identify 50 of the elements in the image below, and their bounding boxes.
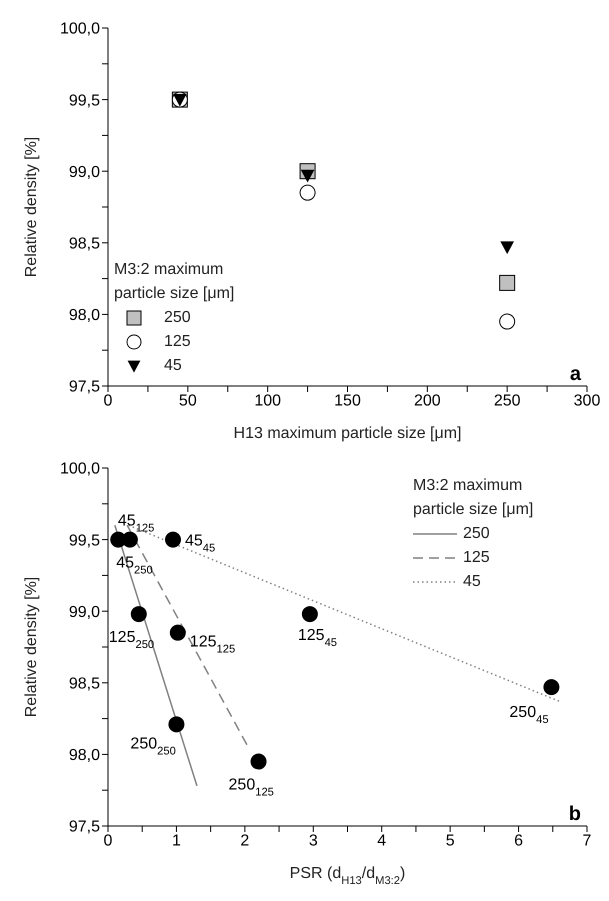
x-tick-label: 3: [308, 832, 318, 850]
annotation: 250$_{45}$: [509, 704, 549, 726]
annotation: 45$_{250}$: [116, 554, 153, 577]
x-tick-label: 2: [240, 832, 250, 850]
x-tick-label: 5: [446, 832, 455, 850]
annotation: 125$_{125}$: [190, 634, 236, 656]
legend-label: 45: [164, 356, 182, 376]
y-tick-label: 98,0: [68, 747, 100, 764]
y-tick-label: 97,5: [68, 378, 100, 396]
x-tick-label: 100: [254, 392, 282, 410]
x-tick-label: 6: [514, 832, 524, 850]
y-tick-label: 98,5: [68, 675, 100, 692]
x-tick-label: 0: [104, 392, 113, 410]
annotation: b: [568, 803, 581, 825]
x-tick-label: 200: [414, 392, 441, 410]
x-tick-label: 50: [178, 392, 197, 410]
annotation: a: [570, 363, 582, 385]
x-tick-label: 7: [582, 832, 592, 850]
y-tick-label: 97,5: [68, 818, 100, 836]
y-tick-label: 99,5: [68, 532, 100, 550]
y-axis-title: Relative density [%]: [23, 576, 40, 718]
x-tick-label: 1: [172, 832, 181, 850]
y-axis-title: Relative density [%]: [23, 136, 40, 278]
legend-label: 250: [463, 524, 490, 544]
x-tick-label: 250: [494, 392, 521, 410]
annotation: 45$_{125}$: [118, 512, 154, 535]
annotation: 45$_{45}$: [185, 532, 216, 555]
legend-label: 250: [164, 308, 191, 328]
x-tick-label: 300: [574, 392, 600, 410]
x-axis-title: H13 maximum particle size [μm]: [234, 425, 462, 442]
y-tick-label: 99,5: [68, 92, 100, 110]
y-tick-label: 100,0: [60, 20, 100, 38]
annotation: 250$_{125}$: [228, 776, 274, 799]
legend-title: M3:2 maximum particle size [μm]: [413, 476, 534, 520]
y-tick-label: 99,0: [68, 604, 100, 621]
annotation: 125$_{45}$: [298, 627, 338, 650]
annotation: 250$_{250}$: [130, 735, 176, 758]
legend-title: M3:2 maximum particle size [μm]: [114, 260, 236, 304]
legend-label: 125: [463, 548, 490, 568]
annotation: 125$_{250}$: [108, 629, 154, 652]
y-tick-label: 100,0: [60, 460, 100, 478]
legend-label: 125: [164, 332, 191, 352]
x-tick-label: 4: [377, 832, 386, 850]
y-tick-label: 99,0: [68, 164, 100, 181]
y-tick-label: 98,0: [68, 307, 100, 324]
x-axis-title: PSR (d$_{H13}$/d$_{M3:2}$): [290, 865, 406, 887]
legend-label: 45: [463, 572, 481, 592]
x-tick-label: 0: [104, 832, 113, 850]
y-tick-label: 98,5: [68, 235, 100, 252]
x-tick-label: 150: [334, 392, 361, 410]
